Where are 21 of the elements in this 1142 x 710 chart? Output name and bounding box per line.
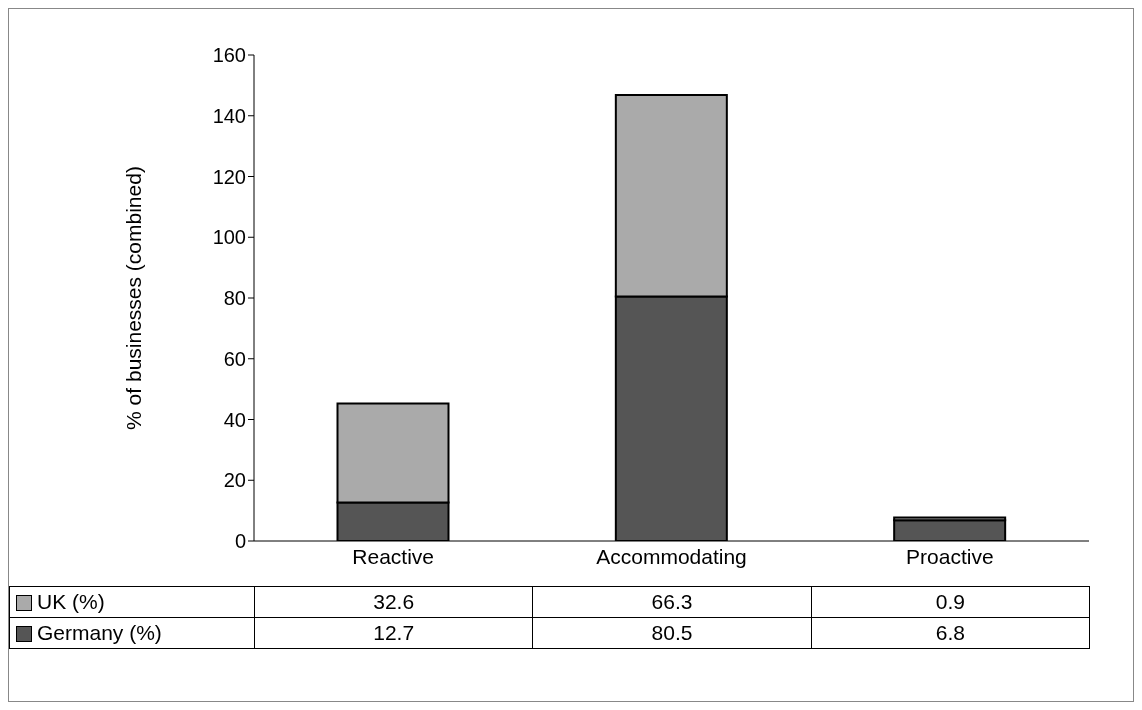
x-tick-label: Reactive bbox=[352, 544, 435, 568]
legend-label: Germany (%) bbox=[9, 617, 255, 649]
data-label: 12.7 bbox=[254, 617, 533, 649]
x-tick-label: Accommodating bbox=[596, 544, 747, 568]
y-tick-label: 140 bbox=[212, 104, 246, 127]
y-tick-label: 160 bbox=[212, 44, 246, 67]
y-tick-label: 80 bbox=[223, 287, 246, 310]
data-label: 66.3 bbox=[532, 586, 812, 618]
data-label: 32.6 bbox=[254, 586, 533, 618]
data-label: 0.9 bbox=[811, 586, 1090, 618]
data-label: 6.8 bbox=[811, 617, 1090, 649]
x-tick-label: Proactive bbox=[906, 544, 994, 568]
y-tick-label: 120 bbox=[212, 165, 246, 188]
y-tick-label: 0 bbox=[234, 530, 246, 553]
y-tick-label: 40 bbox=[223, 408, 246, 431]
y-tick-label: 20 bbox=[223, 469, 246, 492]
y-tick-label: 60 bbox=[223, 347, 246, 370]
legend-label: UK (%) bbox=[9, 586, 255, 618]
y-axis-title: % of businesses (combined) bbox=[122, 166, 146, 430]
data-label: 80.5 bbox=[532, 617, 812, 649]
y-tick-label: 100 bbox=[212, 226, 246, 249]
